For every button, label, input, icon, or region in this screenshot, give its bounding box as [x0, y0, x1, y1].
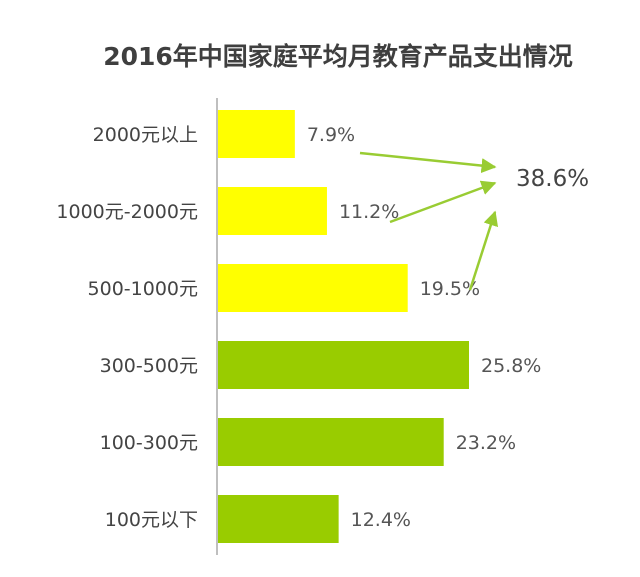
total-annotation-label: 38.6% — [516, 166, 589, 192]
category-labels-group: 2000元以上 1000元-2000元 500-1000元 300-500元 100-3… — [56, 124, 198, 531]
category-label-2: 500-1000元 — [88, 278, 198, 300]
value-label-2: 19.5% — [420, 278, 480, 300]
bar-3 — [218, 341, 469, 389]
total-annotation-group: 38.6% — [359, 151, 589, 291]
bar-0 — [218, 110, 295, 158]
arrow-from-1000-2000 — [389, 180, 497, 224]
category-label-4: 100-300元 — [100, 432, 198, 454]
chart-title: 2016年中国家庭平均月教育产品支出情况 — [103, 42, 573, 71]
category-label-3: 300-500元 — [100, 355, 198, 377]
value-label-1: 11.2% — [339, 201, 399, 223]
category-label-1: 1000元-2000元 — [56, 201, 198, 223]
bar-1 — [218, 187, 327, 235]
value-label-4: 23.2% — [456, 432, 516, 454]
bars-group — [218, 110, 469, 543]
category-label-0: 2000元以上 — [93, 124, 198, 146]
arrow-from-2000-above — [359, 151, 497, 174]
value-label-3: 25.8% — [481, 355, 541, 377]
category-label-5: 100元以下 — [105, 509, 198, 531]
bar-2 — [218, 264, 408, 312]
arrow-from-500-1000 — [468, 210, 499, 291]
value-labels-group: 7.9% 11.2% 19.5% 25.8% 23.2% 12.4% — [307, 124, 542, 531]
value-label-0: 7.9% — [307, 124, 355, 146]
bar-5 — [218, 495, 339, 543]
value-label-5: 12.4% — [351, 509, 411, 531]
bar-4 — [218, 418, 444, 466]
